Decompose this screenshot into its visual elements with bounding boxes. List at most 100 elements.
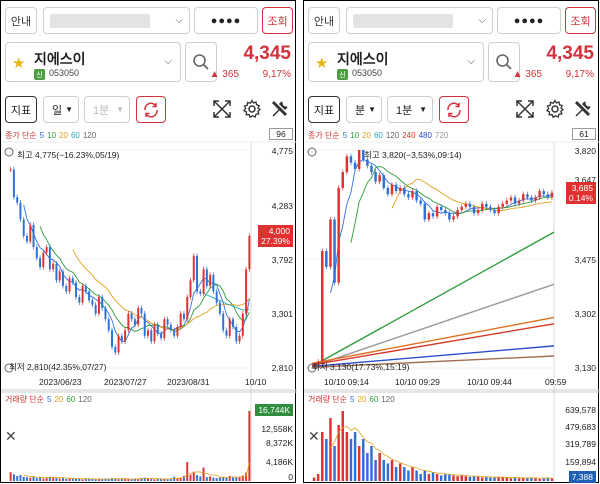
volume-bar xyxy=(130,479,133,481)
volume-bar xyxy=(542,478,545,481)
volume-bar xyxy=(120,478,123,481)
indicator-button[interactable]: 지표 xyxy=(308,96,340,123)
minute-select[interactable]: 1분 ▼ xyxy=(84,96,130,123)
volume-bar xyxy=(68,478,71,481)
volume-bar xyxy=(431,472,435,481)
search-button[interactable] xyxy=(185,42,217,82)
volume-ma-line xyxy=(330,425,552,479)
volume-bar xyxy=(248,411,251,481)
candle xyxy=(156,324,159,334)
tools-icon[interactable] xyxy=(269,98,291,120)
candle xyxy=(325,251,328,267)
candle xyxy=(225,330,228,336)
minute-select[interactable]: 1분 ▼ xyxy=(387,96,433,123)
candle-count-box[interactable]: 61 xyxy=(572,128,596,140)
stock-select[interactable]: ★ 지에스이 신 053050 ⌵ xyxy=(5,42,181,82)
candle xyxy=(169,324,172,331)
period-select[interactable]: 분 ▼ xyxy=(346,96,382,123)
indicator-button[interactable]: 지표 xyxy=(5,96,37,123)
candle xyxy=(9,169,12,171)
stock-header: ★ 지에스이 신 053050 ⌵ 4,345 ▲ 365 9,17% xyxy=(308,42,596,86)
star-icon[interactable]: ★ xyxy=(315,55,329,72)
password-field[interactable]: ●●●● xyxy=(194,7,258,34)
vma-20: 20 xyxy=(357,395,367,404)
account-select[interactable]: ⌵ xyxy=(43,7,190,34)
candle xyxy=(411,191,414,198)
candle xyxy=(435,206,439,217)
price-tag-pct: 27.39% xyxy=(261,236,290,246)
volume-bar xyxy=(117,479,120,481)
volume-bar xyxy=(407,470,410,481)
volume-bar xyxy=(48,476,51,481)
volume-bar xyxy=(58,478,61,481)
period-select[interactable]: 일 ▼ xyxy=(43,96,79,123)
fullscreen-icon[interactable] xyxy=(514,98,536,120)
candle xyxy=(218,302,221,314)
high-note: 최고 3,820(−3,53%,09:14) xyxy=(364,150,462,160)
candle xyxy=(357,150,361,169)
volume-bar xyxy=(124,478,127,481)
guide-button[interactable]: 안내 xyxy=(308,7,340,34)
settings-gear-icon[interactable] xyxy=(241,98,263,120)
candle xyxy=(370,165,373,173)
candle xyxy=(538,191,541,198)
candle xyxy=(61,271,64,286)
volume-bar xyxy=(209,476,212,481)
ma-line-5 xyxy=(23,204,250,342)
volume-bar xyxy=(439,475,443,481)
volume-bar xyxy=(127,478,130,481)
volume-bar xyxy=(530,477,533,481)
password-field[interactable]: ●●●● xyxy=(497,7,561,34)
price-change-pct: 9,17% xyxy=(565,69,594,80)
ma-5: 5 xyxy=(342,131,348,140)
account-select[interactable]: ⌵ xyxy=(346,7,493,34)
account-bar: 안내 ⌵ ●●●● 조회 xyxy=(304,1,598,40)
volume-bar xyxy=(333,446,336,481)
volume-bar xyxy=(189,474,192,481)
fullscreen-icon[interactable] xyxy=(211,98,233,120)
vol-y-label: 159,894 xyxy=(565,457,596,467)
candle-count-box[interactable]: 96 xyxy=(269,128,293,140)
refresh-button[interactable] xyxy=(136,96,166,123)
minute-label: 1분 xyxy=(93,104,110,117)
candle xyxy=(88,291,91,301)
candle xyxy=(97,296,100,314)
settings-gear-icon[interactable] xyxy=(544,98,566,120)
price-chart[interactable]: ✕ 종가 단순 5 10 20 60 120 240 480 720 61 최고 3,820(−… xyxy=(304,128,600,484)
price-chart[interactable]: ✕ 종가 단순 5 10 20 60 120 96 최고 4,775(−16.23%,05… xyxy=(1,128,297,484)
vol-y-label: 0 xyxy=(288,472,293,482)
candle xyxy=(337,187,340,283)
candle xyxy=(65,285,68,292)
candle xyxy=(202,269,205,294)
refresh-button[interactable] xyxy=(439,96,469,123)
volume-bar xyxy=(419,474,422,481)
query-button[interactable]: 조회 xyxy=(565,7,596,34)
candle xyxy=(222,313,225,331)
stock-select[interactable]: ★ 지에스이 신 053050 ⌵ xyxy=(308,42,484,82)
candle xyxy=(176,326,179,336)
candle xyxy=(345,156,349,173)
tools-icon[interactable] xyxy=(572,98,594,120)
volume-bar xyxy=(35,478,38,481)
volume-bar xyxy=(374,460,377,481)
candle xyxy=(228,319,231,336)
candle xyxy=(68,278,71,292)
volume-bar xyxy=(546,477,550,481)
volume-bar xyxy=(12,474,15,481)
ma-title: 종가 단순 xyxy=(5,131,37,140)
volume-bar xyxy=(245,472,248,481)
query-button[interactable]: 조회 xyxy=(262,7,293,34)
guide-button[interactable]: 안내 xyxy=(5,7,37,34)
search-button[interactable] xyxy=(488,42,520,82)
dropdown-arrow-icon: ▼ xyxy=(65,105,73,114)
candle xyxy=(542,191,545,195)
candle xyxy=(403,187,406,195)
ma-line-long xyxy=(311,345,555,368)
chevron-down-icon: ⌵ xyxy=(164,56,172,67)
volume-bar xyxy=(329,418,332,481)
minute-label: 1분 xyxy=(396,104,413,117)
candle xyxy=(398,187,402,192)
volume-bar xyxy=(476,476,480,481)
star-icon[interactable]: ★ xyxy=(12,55,26,72)
